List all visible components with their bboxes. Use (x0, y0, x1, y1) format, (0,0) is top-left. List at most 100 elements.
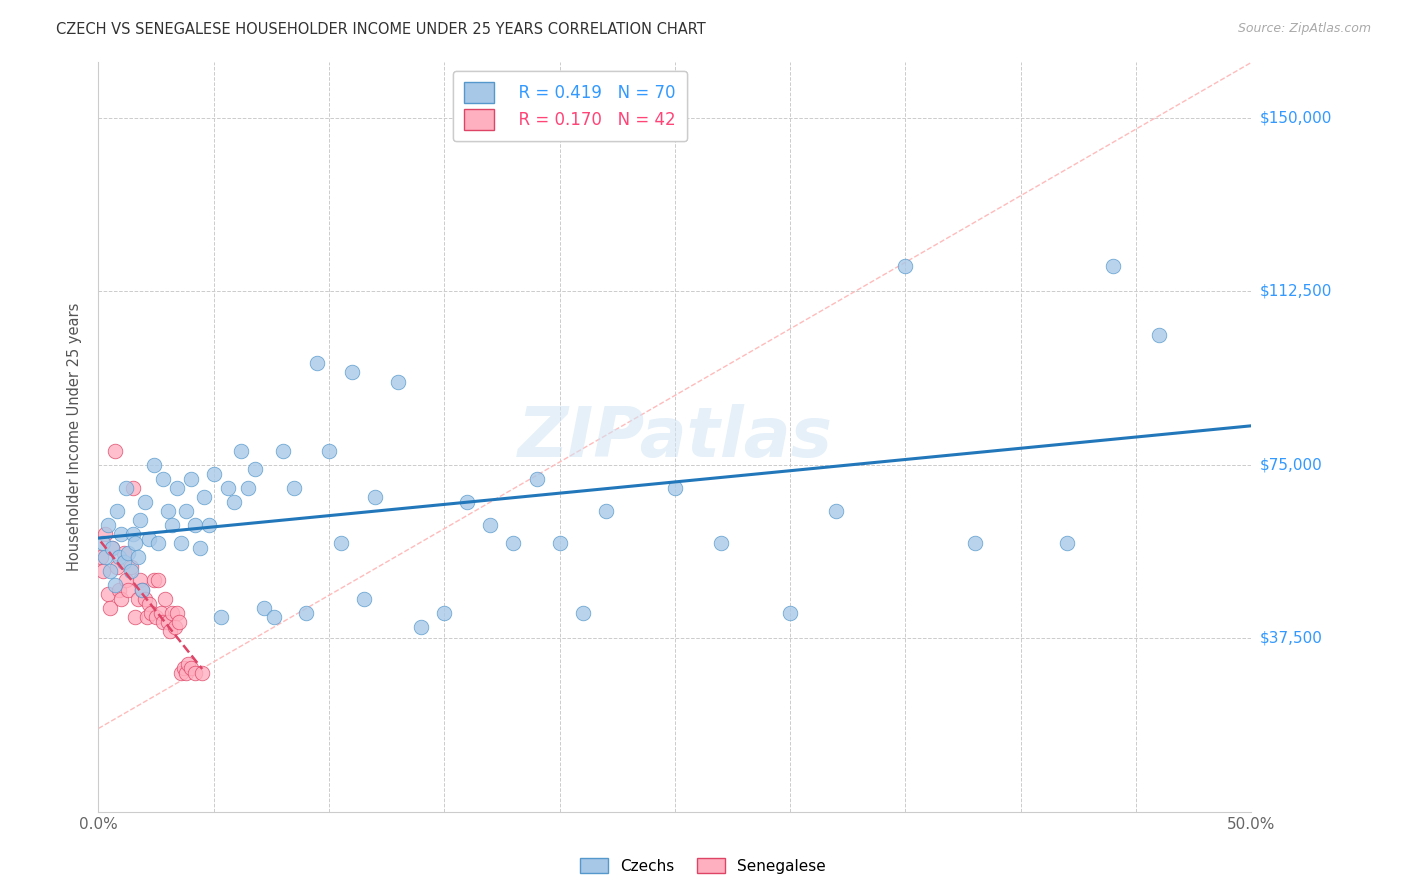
Point (283, 481, 305, 495)
Point (180, 661, 202, 675)
Point (103, 444, 125, 458)
Point (364, 490, 387, 504)
Point (340, 365, 363, 379)
Point (155, 591, 177, 606)
Point (170, 665, 193, 680)
Text: CZECH VS SENEGALESE HOUSEHOLDER INCOME UNDER 25 YEARS CORRELATION CHART: CZECH VS SENEGALESE HOUSEHOLDER INCOME U… (56, 22, 706, 37)
Point (329, 536, 352, 550)
Point (209, 610, 232, 624)
Point (156, 504, 179, 518)
Point (526, 472, 548, 486)
Point (124, 536, 146, 550)
Point (160, 518, 183, 533)
Point (122, 527, 145, 541)
Point (112, 555, 135, 569)
Point (152, 615, 174, 629)
Point (163, 620, 186, 634)
Point (159, 624, 181, 639)
Legend: Czechs, Senegalese: Czechs, Senegalese (574, 852, 832, 880)
Point (138, 532, 160, 546)
Point (548, 536, 571, 550)
Point (134, 495, 156, 509)
Point (217, 481, 239, 495)
Text: $112,500: $112,500 (1260, 284, 1331, 299)
Point (779, 606, 801, 620)
Point (353, 591, 375, 606)
Point (571, 606, 593, 620)
Point (295, 606, 318, 620)
Point (894, 259, 917, 273)
Point (180, 472, 202, 486)
Point (170, 536, 193, 550)
Point (98, 601, 121, 615)
Point (149, 606, 172, 620)
Point (245, 462, 267, 476)
Point (94, 550, 117, 565)
Point (502, 536, 524, 550)
Y-axis label: Householder Income Under 25 years: Householder Income Under 25 years (67, 303, 83, 571)
Point (825, 504, 848, 518)
Point (184, 518, 207, 533)
Point (127, 591, 149, 606)
Point (167, 615, 190, 629)
Point (253, 601, 276, 615)
Point (91, 536, 114, 550)
Point (115, 481, 138, 495)
Point (129, 513, 152, 527)
Point (148, 536, 170, 550)
Point (1056, 536, 1078, 550)
Point (456, 495, 478, 509)
Point (91, 564, 114, 578)
Point (166, 606, 188, 620)
Point (202, 467, 225, 481)
Text: $37,500: $37,500 (1260, 631, 1323, 646)
Point (94, 527, 117, 541)
Point (231, 444, 253, 458)
Point (411, 620, 433, 634)
Point (148, 574, 170, 588)
Point (188, 541, 211, 555)
Point (97, 518, 120, 533)
Point (131, 582, 153, 597)
Point (141, 606, 163, 620)
Point (108, 582, 131, 597)
Point (129, 574, 152, 588)
Point (110, 527, 132, 541)
Point (138, 597, 160, 611)
Point (1147, 328, 1170, 343)
Point (156, 615, 179, 629)
Text: Source: ZipAtlas.com: Source: ZipAtlas.com (1237, 22, 1371, 36)
Point (117, 546, 139, 560)
Point (105, 504, 128, 518)
Text: $75,000: $75,000 (1260, 458, 1323, 473)
Point (97, 587, 120, 601)
Point (101, 541, 124, 555)
Point (135, 610, 157, 624)
Point (174, 504, 197, 518)
Point (387, 375, 409, 389)
Point (224, 495, 246, 509)
Point (963, 536, 986, 550)
Point (120, 559, 142, 574)
Point (98, 564, 121, 578)
Point (122, 481, 145, 495)
Point (191, 665, 214, 680)
Point (177, 657, 200, 671)
Text: ZIPatlas: ZIPatlas (517, 403, 832, 471)
Point (160, 606, 183, 620)
Point (166, 481, 188, 495)
Point (193, 490, 215, 504)
Point (90, 550, 112, 565)
Legend:   R = 0.419   N = 70,   R = 0.170   N = 42: R = 0.419 N = 70, R = 0.170 N = 42 (453, 70, 688, 142)
Point (103, 578, 125, 592)
Point (142, 458, 165, 472)
Point (318, 444, 340, 458)
Point (105, 559, 128, 574)
Point (238, 481, 260, 495)
Point (173, 661, 195, 675)
Point (108, 550, 131, 565)
Point (710, 536, 733, 550)
Point (198, 518, 221, 533)
Point (595, 504, 617, 518)
Point (112, 546, 135, 560)
